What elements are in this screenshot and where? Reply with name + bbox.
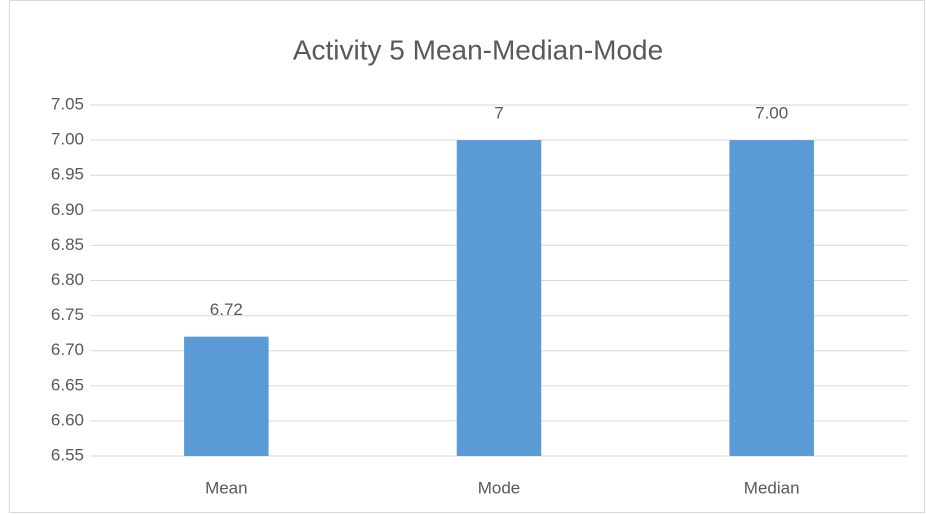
bar	[456, 140, 542, 456]
x-tick-label: Mean	[205, 478, 248, 497]
y-tick-label: 6.85	[51, 235, 84, 254]
bar	[184, 336, 269, 456]
y-tick-label: 6.95	[51, 165, 84, 184]
y-tick-label: 6.90	[51, 200, 84, 219]
y-tick-label: 6.65	[51, 375, 84, 394]
y-tick-label: 6.75	[51, 305, 84, 324]
data-label: 6.72	[210, 300, 243, 319]
y-tick-label: 6.55	[51, 445, 84, 464]
chart-title: Activity 5 Mean-Median-Mode	[293, 34, 663, 65]
y-tick-label: 7.05	[51, 94, 84, 113]
data-label: 7	[494, 104, 503, 123]
y-tick-label: 6.70	[51, 340, 84, 359]
bar	[729, 140, 814, 456]
x-tick-label: Median	[744, 478, 800, 497]
data-label: 7.00	[755, 104, 788, 123]
y-tick-label: 6.60	[51, 410, 84, 429]
y-tick-label: 7.00	[51, 130, 84, 149]
y-tick-label: 6.80	[51, 270, 84, 289]
x-tick-label: Mode	[478, 478, 521, 497]
